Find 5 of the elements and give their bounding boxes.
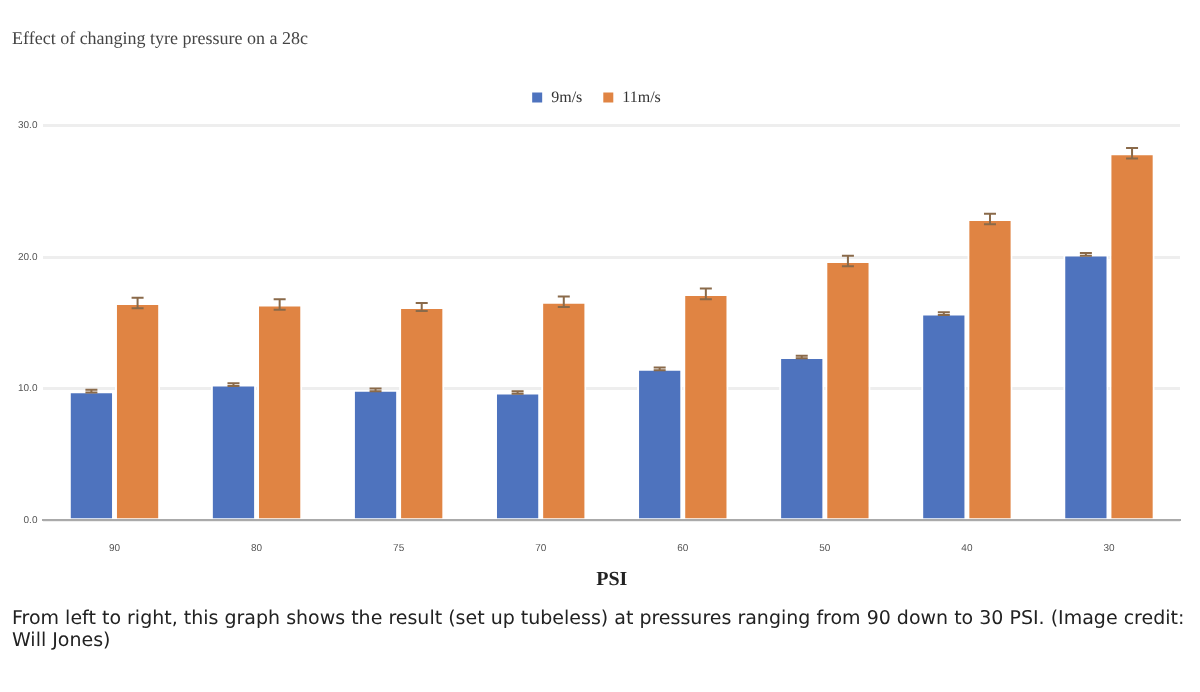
x-axis-title: PSI [596, 569, 628, 592]
text: From left to right, this graph shows the result (set up tubeless) at pressures ranging from 90 down to 30 PSI. (Image credit: Will Jones) [12, 608, 1187, 652]
legend-label: 11m/s [622, 87, 661, 106]
chart-title: Effect of changing tyre pressure on a 28c [12, 27, 309, 48]
legend-label: 9m/s [551, 87, 583, 106]
